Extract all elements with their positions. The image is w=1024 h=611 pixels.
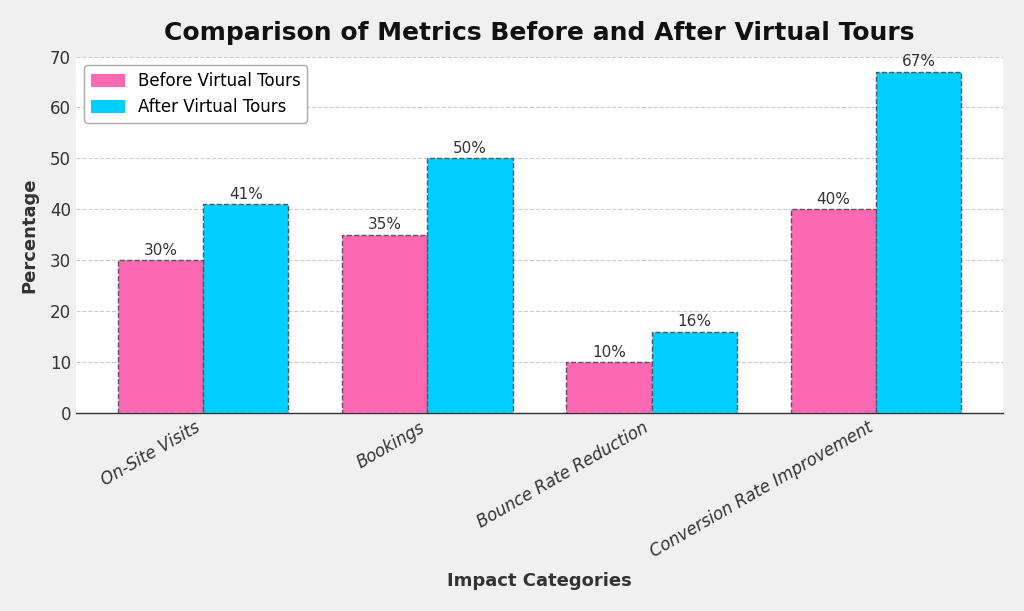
Bar (204, 204, 289, 414)
Bar (342, 235, 427, 414)
Y-axis label: Percentage: Percentage (20, 177, 39, 293)
Bar (651, 332, 737, 414)
Bar (876, 72, 961, 414)
Legend: Before Virtual Tours, After Virtual Tours: Before Virtual Tours, After Virtual Tour… (84, 65, 307, 122)
Bar (566, 362, 651, 414)
Bar (427, 158, 513, 414)
Bar (791, 210, 876, 414)
Text: 30%: 30% (143, 243, 178, 258)
Text: 16%: 16% (677, 314, 712, 329)
Bar (118, 260, 204, 414)
Text: 67%: 67% (901, 54, 936, 69)
Text: 35%: 35% (368, 218, 401, 232)
Text: 50%: 50% (453, 141, 487, 156)
Text: 41%: 41% (229, 187, 263, 202)
Title: Comparison of Metrics Before and After Virtual Tours: Comparison of Metrics Before and After V… (164, 21, 914, 45)
Text: 40%: 40% (816, 192, 850, 207)
X-axis label: Impact Categories: Impact Categories (447, 572, 632, 590)
Text: 10%: 10% (592, 345, 626, 360)
